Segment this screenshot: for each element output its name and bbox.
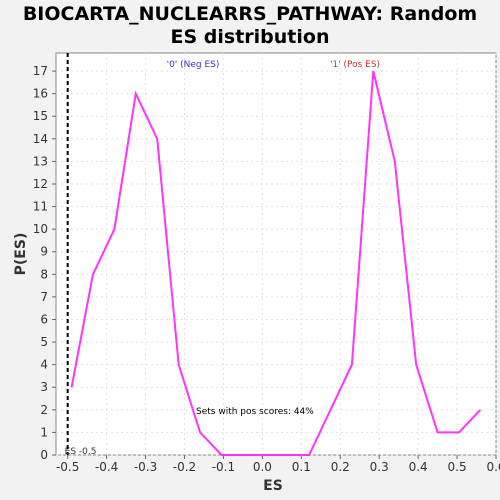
x-tick-label: 0.3: [370, 460, 389, 474]
x-axis-label: ES: [263, 478, 283, 494]
y-tick-label: 1: [40, 425, 48, 439]
x-tick-label: 0.2: [331, 460, 350, 474]
x-tick-label: -0.1: [212, 460, 235, 474]
y-axis-label: P(ES): [13, 233, 29, 276]
series-line: [70, 70, 482, 456]
y-tick-label: 3: [40, 380, 48, 394]
x-tick-label: -0.4: [95, 460, 118, 474]
y-tick-label: 16: [33, 87, 48, 101]
y-tick-label: 6: [40, 312, 48, 326]
neg-es-label: '0' (Neg ES): [167, 60, 220, 70]
y-tick-label: 9: [40, 245, 48, 259]
y-tick-label: 14: [33, 132, 48, 146]
y-tick-label: 10: [33, 222, 48, 236]
y-tick-label: 13: [33, 154, 48, 168]
x-tick-label: -0.2: [173, 460, 196, 474]
x-tick-label: -0.5: [56, 460, 79, 474]
y-tick-label: 0: [40, 448, 48, 462]
y-tick-label: 11: [33, 200, 48, 214]
x-tick-label: 0.6: [486, 460, 500, 474]
pos-es-label: '1' (Pos ES): [330, 60, 380, 70]
x-tick-label: 0.5: [448, 460, 467, 474]
pos-scores-annotation: Sets with pos scores: 44%: [196, 407, 314, 417]
chart-title-line1: BIOCARTA_NUCLEARRS_PATHWAY: Random: [23, 3, 477, 25]
x-tick-label: 0.4: [409, 460, 428, 474]
y-tick-label: 4: [40, 358, 48, 372]
es-marker-label: ES -0.5: [65, 447, 97, 457]
x-axis-ticks: -0.5 -0.4 -0.3 -0.2 -0.1 0.0 0.1 0.2 0.3 0.4 0.5 0.…: [56, 455, 500, 474]
y-tick-label: 5: [40, 335, 48, 349]
y-tick-label: 17: [33, 64, 48, 78]
x-tick-label: -0.3: [134, 460, 157, 474]
grid-lines: [56, 53, 497, 456]
y-tick-label: 2: [40, 403, 48, 417]
y-tick-label: 12: [33, 177, 48, 191]
y-tick-label: 15: [33, 109, 48, 123]
x-tick-label: 0.0: [253, 460, 272, 474]
x-tick-label: 0.1: [292, 460, 311, 474]
plot-area: [55, 52, 497, 456]
chart-title-line2: ES distribution: [171, 26, 330, 48]
y-tick-label: 7: [40, 290, 48, 304]
y-tick-label: 8: [40, 267, 48, 281]
